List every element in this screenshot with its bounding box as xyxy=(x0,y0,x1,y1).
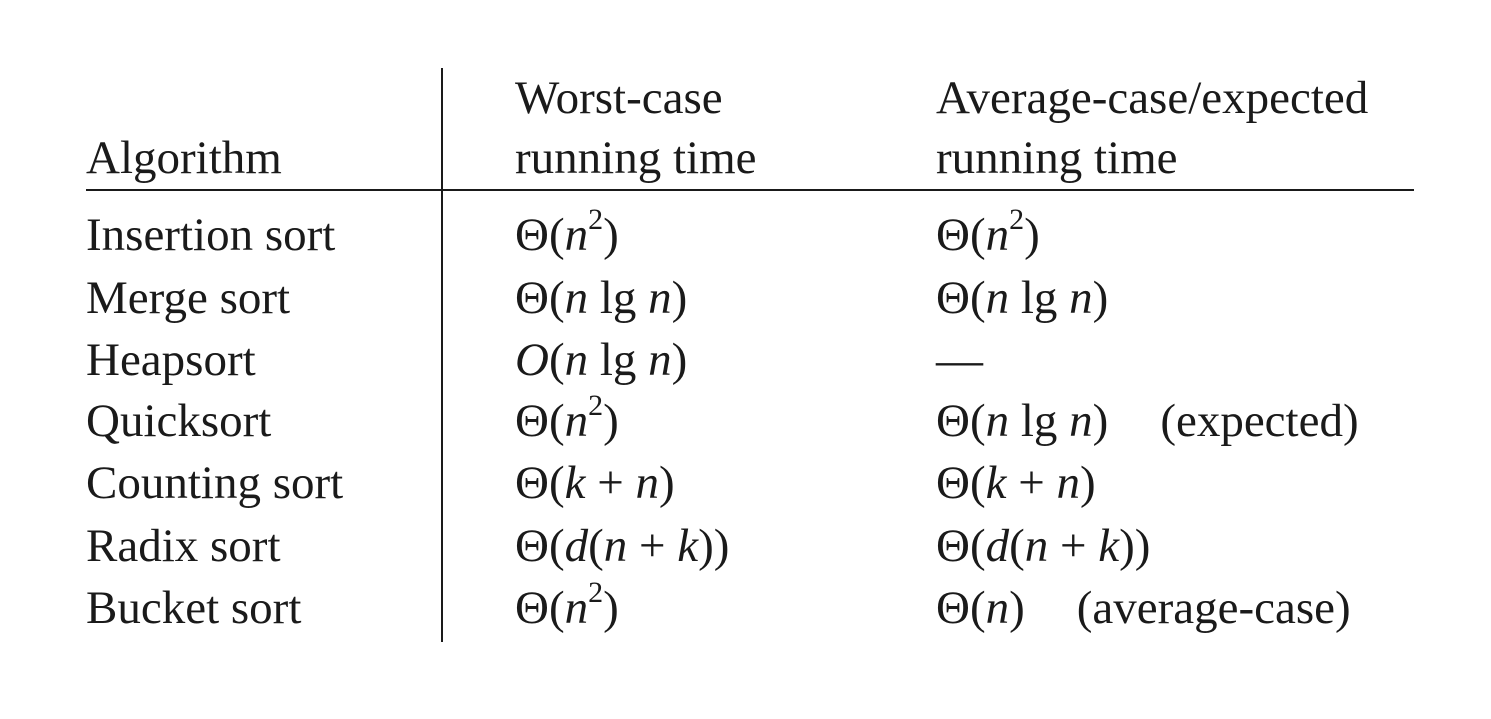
row-worst-case: Θ(n2) xyxy=(515,203,619,261)
average-note: (average-case) xyxy=(1076,582,1351,634)
average-value: Θ(n2) xyxy=(936,203,1040,261)
row-worst-case: O(n lg n) xyxy=(515,334,688,386)
average-value: Θ(n lg n) xyxy=(936,395,1109,447)
row-algorithm: Bucket sort xyxy=(86,582,302,634)
average-value: Θ(k + n) xyxy=(936,457,1096,509)
row-algorithm: Heapsort xyxy=(86,334,256,386)
header-worst-line2: running time xyxy=(515,132,757,184)
row-worst-case: Θ(k + n) xyxy=(515,457,675,509)
row-average-case: Θ(d(n + k)) xyxy=(936,518,1202,574)
row-average-case: Θ(n lg n) (expected) xyxy=(936,393,1359,449)
row-algorithm: Insertion sort xyxy=(86,209,336,261)
header-worst-line1: Worst-case xyxy=(515,72,723,124)
row-average-case: — xyxy=(936,332,1035,388)
average-value: Θ(n lg n) xyxy=(936,272,1109,324)
row-worst-case: Θ(d(n + k)) xyxy=(515,520,730,572)
average-value: Θ(n) xyxy=(936,582,1025,634)
column-divider xyxy=(441,68,443,642)
average-value: Θ(d(n + k)) xyxy=(936,520,1151,572)
row-average-case: Θ(n) (average-case) xyxy=(936,580,1351,636)
header-average-line2: running time xyxy=(936,132,1178,184)
row-average-case: Θ(k + n) xyxy=(936,455,1148,511)
row-algorithm: Counting sort xyxy=(86,457,344,509)
average-value: — xyxy=(936,334,983,386)
row-worst-case: Θ(n2) xyxy=(515,389,619,447)
row-worst-case: Θ(n2) xyxy=(515,576,619,634)
row-average-case: Θ(n2) xyxy=(936,203,1092,263)
header-rule xyxy=(86,189,1414,191)
average-note: (expected) xyxy=(1160,395,1359,447)
row-algorithm: Merge sort xyxy=(86,272,291,324)
header-average-line1: Average-case/expected xyxy=(936,72,1369,124)
header-algorithm: Algorithm xyxy=(86,132,282,184)
row-average-case: Θ(n lg n) xyxy=(936,270,1160,326)
row-worst-case: Θ(n lg n) xyxy=(515,272,688,324)
row-algorithm: Quicksort xyxy=(86,395,272,447)
row-algorithm: Radix sort xyxy=(86,520,281,572)
